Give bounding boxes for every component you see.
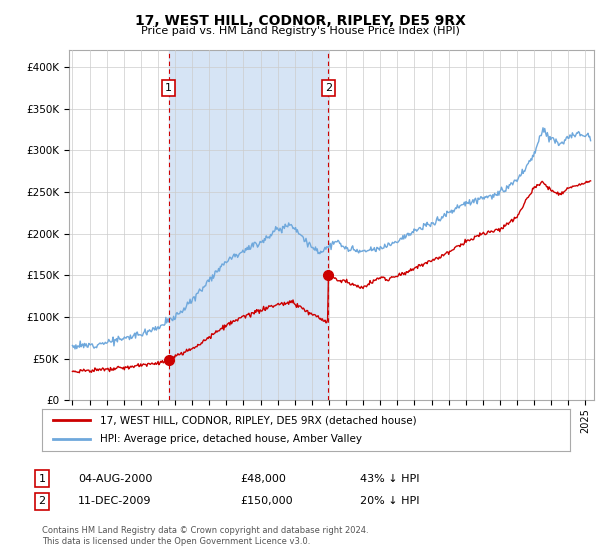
Text: 2: 2	[38, 496, 46, 506]
Text: 20% ↓ HPI: 20% ↓ HPI	[360, 496, 419, 506]
Text: £150,000: £150,000	[240, 496, 293, 506]
Text: 04-AUG-2000: 04-AUG-2000	[78, 474, 152, 484]
Bar	[169, 50, 328, 400]
Text: 11-DEC-2009: 11-DEC-2009	[78, 496, 151, 506]
Text: £48,000: £48,000	[240, 474, 286, 484]
Text: 1: 1	[165, 83, 172, 93]
Text: Contains HM Land Registry data © Crown copyright and database right 2024.
This d: Contains HM Land Registry data © Crown c…	[42, 526, 368, 546]
Text: 43% ↓ HPI: 43% ↓ HPI	[360, 474, 419, 484]
Text: 1: 1	[38, 474, 46, 484]
Text: 17, WEST HILL, CODNOR, RIPLEY, DE5 9RX (detached house): 17, WEST HILL, CODNOR, RIPLEY, DE5 9RX (…	[100, 415, 417, 425]
Text: HPI: Average price, detached house, Amber Valley: HPI: Average price, detached house, Ambe…	[100, 435, 362, 445]
Text: Price paid vs. HM Land Registry's House Price Index (HPI): Price paid vs. HM Land Registry's House …	[140, 26, 460, 36]
Text: 2: 2	[325, 83, 332, 93]
Text: 17, WEST HILL, CODNOR, RIPLEY, DE5 9RX: 17, WEST HILL, CODNOR, RIPLEY, DE5 9RX	[134, 14, 466, 28]
